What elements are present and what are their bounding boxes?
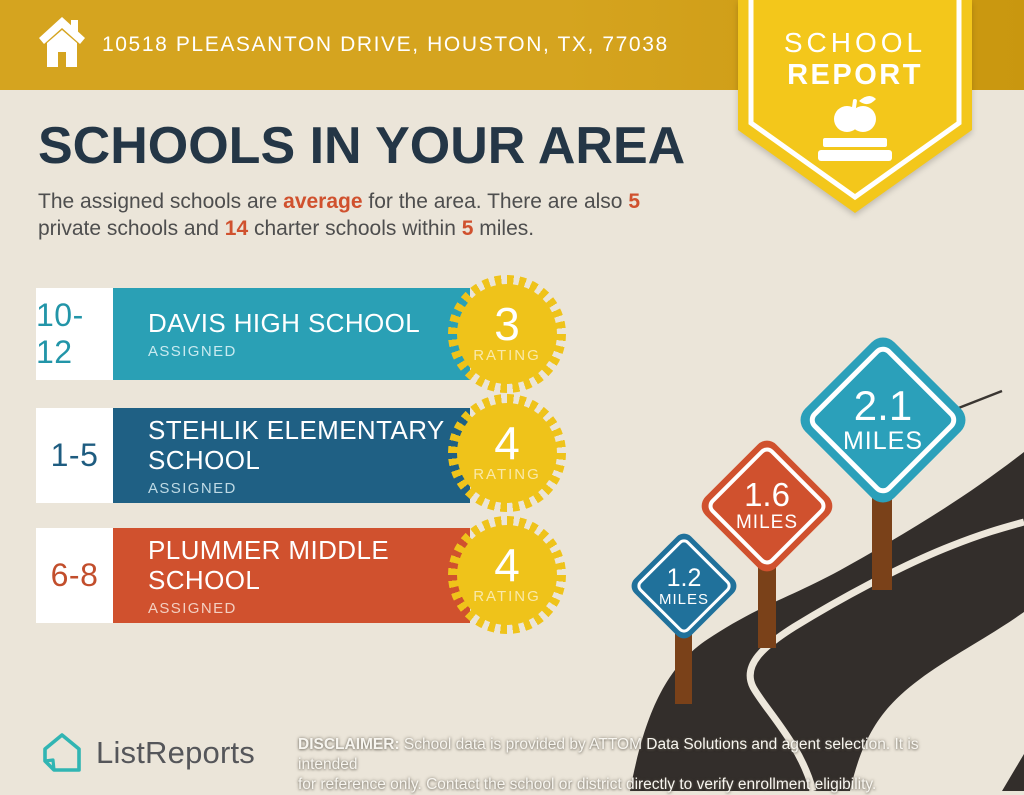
rating-label: RATING [473,588,541,605]
rating-label: RATING [473,347,541,364]
sign-distance: 2.1 [853,381,913,429]
grade-range: 10-12 [36,288,113,380]
school-status: ASSIGNED [148,343,237,360]
sign-distance: 1.2 [666,563,702,592]
road-horizon-line [955,389,1003,411]
grade-range: 6-8 [36,528,113,623]
distance-sign-2-1-miles: 2.1 MILES [793,330,973,510]
rating-value: 4 [494,417,520,469]
distance-sign-1-6-miles: 1.6 MILES [696,435,838,577]
school-name: DAVIS HIGH SCHOOL [148,308,421,338]
school-bar: PLUMMER MIDDLE SCHOOL ASSIGNED [113,528,470,623]
school-status: ASSIGNED [148,599,237,617]
school-bar: DAVIS HIGH SCHOOL ASSIGNED [113,288,470,380]
intro-text: The assigned schools are average for the… [38,188,718,242]
ribbon-line2: REPORT [787,59,923,91]
grade-range: 1-5 [36,408,113,503]
listreports-logo: ListReports [40,731,255,775]
rating-value: 3 [494,298,520,350]
brand-name: ListReports [96,735,255,770]
apple-book-icon [818,95,892,161]
sign-unit: MILES [658,590,709,608]
school-bar: STEHLIK ELEMENTARY SCHOOL ASSIGNED [113,408,470,503]
rating-badge-middle: 4 RATING [448,516,566,634]
intro-line1: The assigned schools are average for the… [38,190,640,213]
school-name: PLUMMER MIDDLE SCHOOL [148,534,390,595]
distance-sign-1-2-miles: 1.2 MILES [627,529,741,643]
disclaimer-label: DISCLAIMER: [298,736,400,753]
road-corner [1002,754,1024,791]
sign-distance: 1.6 [744,476,790,513]
rating-label: RATING [473,466,541,483]
sign-unit: MILES [842,426,924,455]
rating-value: 4 [494,539,520,591]
highlight-charter-count: 14 [224,217,249,240]
highlight-private-count: 5 [628,190,640,213]
highlight-miles: 5 [461,217,474,240]
intro-section: SCHOOLS IN YOUR AREA The assigned school… [38,120,718,242]
disclaimer-line2: for reference only. Contact the school o… [298,776,877,793]
disclaimer: DISCLAIMER: School data is provided by A… [298,735,923,795]
disclaimer-line1: DISCLAIMER: School data is provided by A… [298,736,919,773]
page-title: SCHOOLS IN YOUR AREA [38,117,686,175]
highlight-average: average [283,190,363,213]
home-icon [38,17,86,74]
listreports-logo-icon [43,733,81,772]
school-status: ASSIGNED [148,479,237,497]
property-address: 10518 PLEASANTON DRIVE, HOUSTON, TX, 770… [102,33,669,56]
school-row-elementary: 1-5 STEHLIK ELEMENTARY SCHOOL ASSIGNED [36,408,470,503]
ribbon-line1: SCHOOL [784,27,926,58]
rating-badge-elementary: 4 RATING [448,394,566,512]
rating-badge-high: 3 RATING [448,275,566,393]
school-name: STEHLIK ELEMENTARY SCHOOL [148,414,445,475]
intro-line2: private schools and 14 charter schools w… [38,217,535,240]
school-row-middle: 6-8 PLUMMER MIDDLE SCHOOL ASSIGNED [36,528,470,623]
school-row-high: 10-12 DAVIS HIGH SCHOOL ASSIGNED [36,288,470,380]
school-report-ribbon: SCHOOL REPORT [738,0,972,215]
sign-unit: MILES [735,512,799,533]
